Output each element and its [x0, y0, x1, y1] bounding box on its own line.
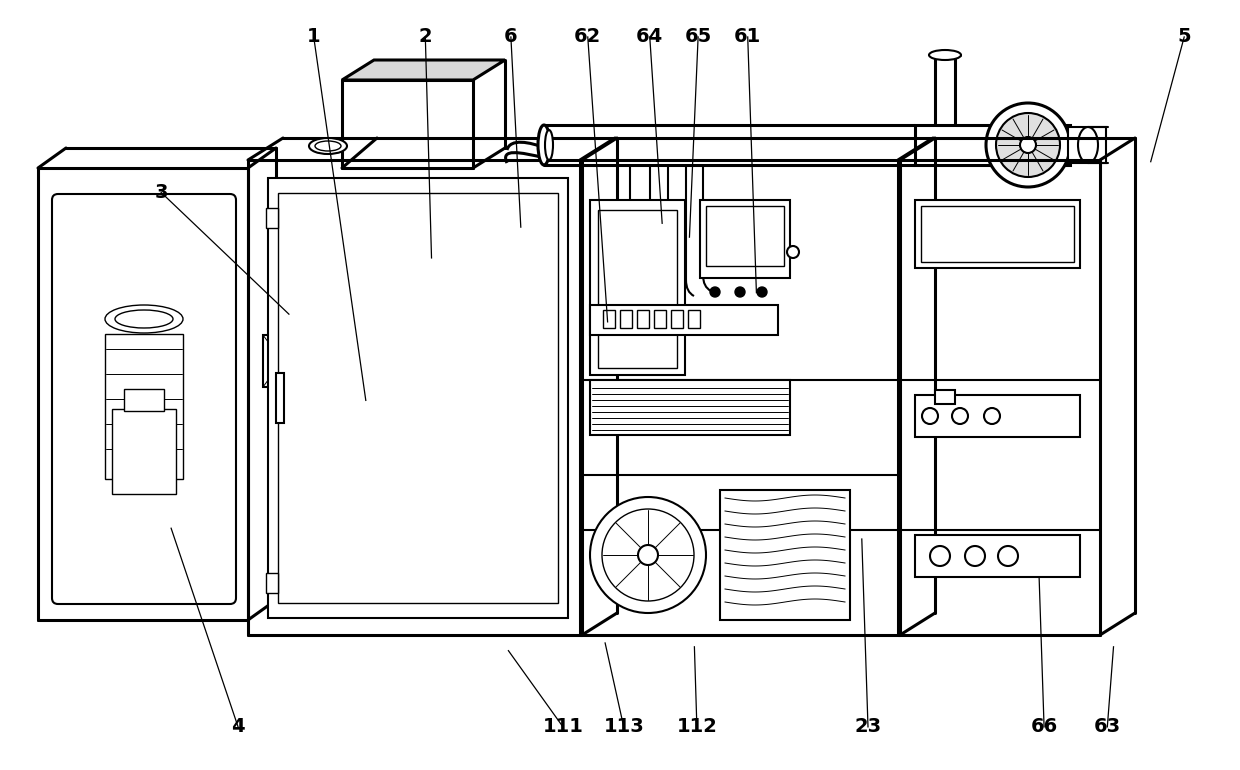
Bar — [603, 310, 615, 328]
Bar — [688, 310, 701, 328]
Bar — [112, 409, 176, 494]
Ellipse shape — [115, 310, 174, 328]
Ellipse shape — [105, 305, 184, 333]
Text: 64: 64 — [636, 28, 663, 46]
Bar — [590, 380, 790, 435]
Bar — [706, 206, 784, 266]
FancyBboxPatch shape — [52, 194, 236, 604]
Text: 63: 63 — [1094, 718, 1121, 736]
Text: 66: 66 — [1030, 718, 1058, 736]
Circle shape — [756, 287, 768, 297]
Bar — [701, 200, 790, 278]
Ellipse shape — [309, 138, 347, 154]
Bar — [915, 535, 1080, 577]
Text: 2: 2 — [419, 28, 432, 46]
Ellipse shape — [538, 125, 551, 165]
Circle shape — [711, 287, 720, 297]
Bar — [620, 310, 632, 328]
Bar — [267, 208, 278, 228]
Polygon shape — [598, 210, 677, 368]
Text: 62: 62 — [574, 28, 601, 46]
Text: 65: 65 — [684, 28, 712, 46]
Circle shape — [923, 408, 937, 424]
Circle shape — [590, 497, 706, 613]
Circle shape — [930, 546, 950, 566]
Circle shape — [1021, 137, 1035, 153]
Circle shape — [601, 509, 694, 601]
Circle shape — [639, 545, 658, 565]
Bar — [935, 390, 955, 404]
Bar — [637, 310, 649, 328]
Bar — [720, 490, 849, 620]
Text: 112: 112 — [677, 718, 717, 736]
Circle shape — [996, 113, 1060, 177]
Text: 3: 3 — [155, 183, 167, 202]
Text: 23: 23 — [854, 718, 882, 736]
Bar — [267, 573, 278, 593]
Ellipse shape — [929, 50, 961, 60]
Circle shape — [952, 408, 968, 424]
Bar — [268, 178, 568, 618]
Bar — [1068, 127, 1106, 163]
Bar — [671, 310, 683, 328]
Text: 1: 1 — [308, 28, 320, 46]
Text: 4: 4 — [232, 718, 244, 736]
Bar — [263, 335, 301, 387]
Bar — [915, 395, 1080, 437]
Text: 111: 111 — [543, 718, 583, 736]
Circle shape — [965, 546, 985, 566]
Bar — [915, 125, 1070, 165]
Bar — [278, 193, 558, 603]
Bar — [915, 200, 1080, 268]
Bar — [277, 373, 284, 423]
Ellipse shape — [546, 130, 553, 160]
Text: 113: 113 — [604, 718, 644, 736]
Text: 5: 5 — [1178, 28, 1190, 46]
Bar — [124, 389, 164, 411]
Text: 6: 6 — [505, 28, 517, 46]
Bar — [105, 334, 184, 479]
Ellipse shape — [315, 141, 341, 151]
Circle shape — [998, 546, 1018, 566]
Polygon shape — [590, 200, 684, 375]
Bar — [921, 206, 1074, 262]
Circle shape — [735, 287, 745, 297]
Text: 61: 61 — [734, 28, 761, 46]
Circle shape — [985, 408, 999, 424]
Circle shape — [986, 103, 1070, 187]
Ellipse shape — [1078, 127, 1097, 163]
Polygon shape — [342, 60, 505, 80]
Circle shape — [787, 246, 799, 258]
Bar — [590, 305, 777, 335]
Bar — [653, 310, 666, 328]
